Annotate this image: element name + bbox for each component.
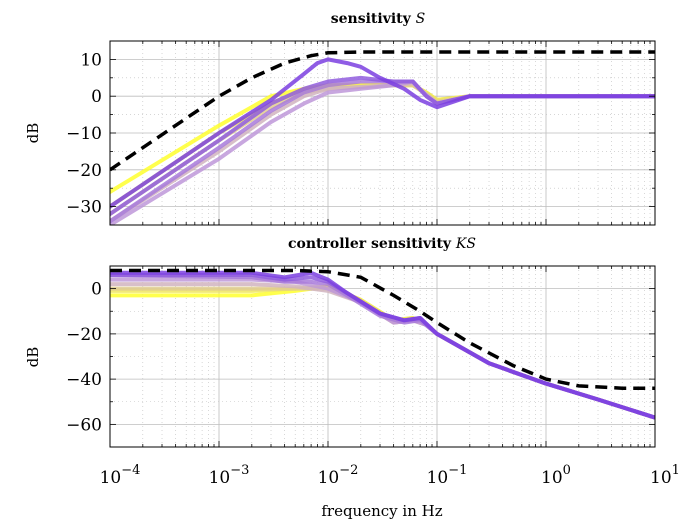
response-curve [110, 75, 655, 216]
controller-sensitivity-y-axis-label: dB [24, 347, 42, 368]
controller-sensitivity-title: controller sensitivity KS [288, 236, 476, 252]
response-curve [110, 284, 655, 420]
x-axis-label: frequency in Hz [321, 502, 442, 520]
response-curve [110, 57, 655, 209]
controller-sensitivity-curves [110, 270, 655, 420]
response-curve [110, 277, 655, 420]
y-tick-label: −20 [66, 161, 102, 181]
sensitivity-bound [110, 50, 655, 172]
controller-sensitivity-y-tick-labels: 0 −20 −40 −60 [66, 280, 102, 436]
y-tick-label: −40 [66, 370, 102, 390]
sensitivity-y-tick-labels: 10 0 −10 −20 −30 [66, 50, 102, 217]
sensitivity-grid [109, 40, 655, 226]
sensitivity-panel: sensitivity S 10 0 −10 −20 −30 dB [24, 11, 656, 226]
response-curve [110, 282, 655, 420]
response-curve [110, 284, 655, 420]
y-tick-label: 0 [91, 87, 102, 107]
y-tick-label: 0 [91, 280, 102, 300]
bound-curve [110, 50, 655, 172]
controller-sensitivity-ticks [109, 265, 655, 448]
y-tick-label: −30 [66, 198, 102, 218]
y-tick-label: −10 [66, 124, 102, 144]
x-tick-label: 101 [650, 463, 680, 488]
x-tick-label: 10−1 [427, 463, 468, 488]
x-tick-label: 100 [541, 463, 571, 488]
y-tick-label: 10 [80, 50, 102, 70]
sensitivity-ticks [109, 40, 655, 226]
response-curve [110, 286, 655, 420]
sensitivity-title: sensitivity S [331, 11, 425, 27]
y-tick-label: −60 [66, 415, 102, 435]
x-tick-label: 10−3 [209, 463, 250, 488]
x-tick-label: 10−4 [100, 463, 141, 488]
sensitivity-curves [110, 57, 655, 225]
response-curve [110, 270, 655, 420]
y-tick-label: −20 [66, 325, 102, 345]
bound-curve [110, 268, 655, 390]
controller-sensitivity-bound [110, 268, 655, 390]
x-tick-labels: 10−4 10−3 10−2 10−1 100 101 [100, 463, 680, 488]
sensitivity-y-axis-label: dB [24, 123, 42, 144]
x-tick-label: 10−2 [318, 463, 359, 488]
controller-sensitivity-grid [109, 265, 655, 448]
controller-sensitivity-panel: controller sensitivity KS 0 −20 −40 −60 10−… [24, 236, 680, 520]
